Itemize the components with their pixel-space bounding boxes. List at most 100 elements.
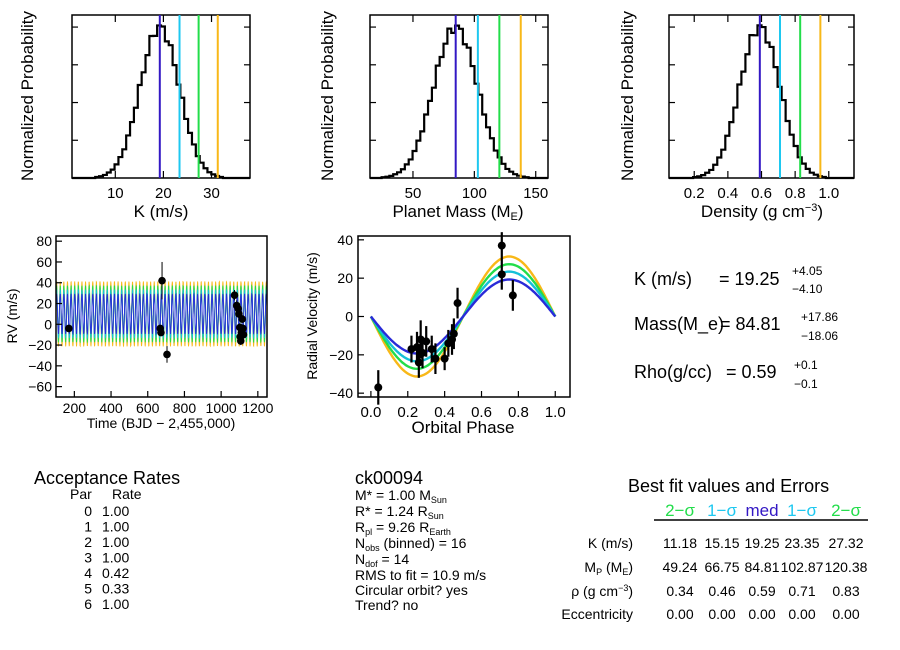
density-hist-xtick-label: 1.0 [818,185,839,202]
phase-ytick-label: 0 [345,309,353,325]
bestfit-header-3: 1−σ [787,501,817,520]
k-hist-steps [72,24,250,180]
nobs-line: Nobs (binned) = 16 [355,535,467,553]
star-parameters: ck00094 M* = 1.00 MSun R* = 1.24 RSun Rp… [355,468,486,613]
bestfit-row-label: Eccentricity [561,606,633,622]
phase-xtick-label: 1.0 [545,404,566,421]
phase-point [497,270,506,279]
mass-hist-xtick-label: 50 [405,185,422,202]
rv-point [163,350,171,359]
summary-k-minus: −4.10 [792,282,823,296]
density-hist-xtick-label: 0.8 [785,185,806,202]
acceptance-rate: 0.33 [102,581,129,597]
phase-point [374,383,383,392]
k-hist-xtick-label: 10 [107,185,124,202]
bestfit-value: 0.00 [748,606,775,622]
summary-rho-label: Rho(g/cc) [634,362,712,382]
acceptance-par: 4 [84,565,92,581]
density-hist-frame [668,14,855,179]
bestfit-row-label: K (m/s) [588,535,633,551]
summary-mass-value: = 84.81 [720,314,781,334]
summary-k-value: = 19.25 [719,269,780,289]
acceptance-rates: Acceptance Rates Par Rate 0 1.00 1 1.00 2 1.0… [34,468,180,612]
mass-hist-steps [370,24,548,180]
bestfit-value: 84.81 [744,559,779,575]
rv-ytick-label: 60 [36,254,52,270]
acceptance-par: 2 [84,534,92,550]
summary-rho-value: = 0.59 [726,362,777,382]
bestfit-value: 49.24 [662,559,697,575]
rv-frame [55,235,268,398]
circular-line: Circular orbit? yes [355,582,468,598]
rv-xlabel: Time (BJD − 2,455,000) [87,415,236,431]
rv-model-curve-3 [55,292,268,336]
bestfit-value: 19.25 [744,535,779,551]
mass-hist-frame [369,14,549,179]
rv-point [230,291,239,300]
bestfit-value: 0.46 [708,583,735,599]
acceptance-rate: 1.00 [102,519,129,535]
acceptance-rate: 1.00 [102,596,129,612]
summary-rho-minus: −0.1 [794,377,818,391]
rv-ytick-label: −40 [28,358,52,374]
summary-values: K (m/s) = 19.25 +4.05 −4.10 Mass(M_e) = … [634,264,838,391]
acceptance-par: 5 [84,581,92,597]
summary-mass-label: Mass(M_e) [634,314,724,335]
phase-ylabel: Radial Velocity (m/s) [304,252,320,380]
acceptance-rate: 0.42 [102,565,129,581]
phase-model-curve-3 [369,278,557,355]
bestfit-value: 0.00 [708,606,735,622]
k-hist-frame [71,14,251,179]
bestfit-value: 0.00 [832,606,859,622]
bestfit-header-0: 2−σ [665,501,695,520]
summary-mass-plus: +17.86 [801,310,838,324]
mass-histogram-panel: 50 100 150 Planet Mass (ME) Normalized Pro… [318,10,549,223]
rv-point [239,324,247,333]
phase-point [449,329,458,338]
rv-ytick-label: 20 [36,296,52,312]
mass-hist-xtick-label: 100 [462,185,487,202]
bestfit-value: 15.15 [704,535,739,551]
phase-point [427,345,436,354]
bestfit-value: 23.35 [784,535,819,551]
star-mass-line: M* = 1.00 MSun [355,487,447,505]
density-hist-xtick-label: 0.2 [684,185,705,202]
rv-ytick-label: 40 [36,275,52,291]
bestfit-header-4: 2−σ [831,501,861,520]
bestfit-value: 0.83 [832,583,859,599]
density-hist-ylabel: Normalized Probability [618,10,637,181]
phase-xlabel: Orbital Phase [412,418,515,437]
phase-xtick-label: 0.0 [360,404,381,421]
acceptance-par: 1 [84,519,92,535]
phase-point [453,299,462,308]
rv-xtick-label: 1000 [206,400,237,416]
bestfit-value: 0.71 [788,583,815,599]
trend-line: Trend? no [355,597,419,613]
acceptance-col-par: Par [70,486,92,502]
acceptance-par: 6 [84,596,92,612]
bestfit-value: 66.75 [704,559,739,575]
acceptance-col-rate: Rate [112,486,142,502]
phase-xtick-label: 0.6 [471,404,492,421]
summary-k-label: K (m/s) [634,269,692,289]
rv-xtick-label: 200 [63,400,87,416]
acceptance-title: Acceptance Rates [34,468,180,488]
phase-ytick-label: 40 [337,232,353,248]
rv-model-curve-2 [55,288,268,340]
mass-hist-ylabel: Normalized Probability [318,10,337,181]
acceptance-rate: 1.00 [102,550,129,566]
rv-point [65,324,73,333]
phase-xtick-label: 0.2 [397,404,418,421]
phase-xtick-label: 0.4 [434,404,455,421]
rv-ylabel: RV (m/s) [4,289,20,344]
bestfit-value: 0.34 [666,583,693,599]
star-radius-line: R* = 1.24 RSun [355,503,444,521]
density-hist-xlabel: Density (g cm−3) [701,202,823,221]
density-hist-xtick-label: 0.6 [751,185,772,202]
rv-xtick-label: 600 [136,400,160,416]
rv-ytick-label: −60 [28,379,52,395]
mass-hist-xlabel: Planet Mass (ME) [392,202,523,223]
phase-ytick-label: −40 [329,385,353,401]
rv-ytick-label: 80 [36,233,52,249]
